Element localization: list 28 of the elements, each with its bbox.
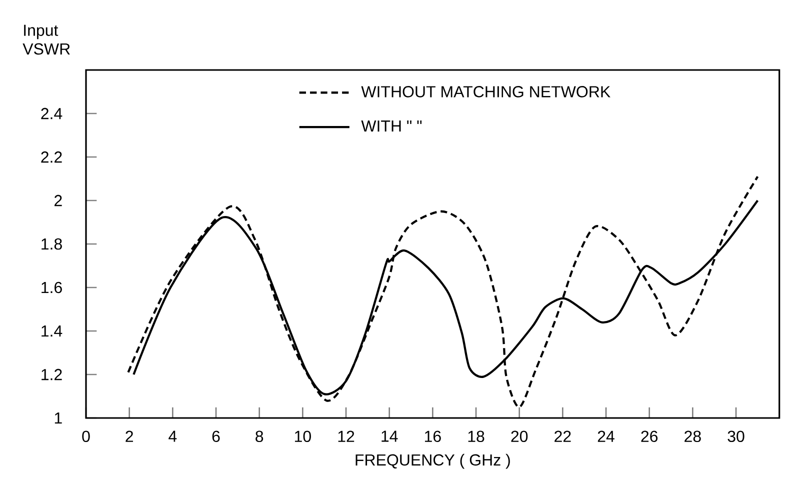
x-tick-label: 0	[82, 430, 90, 442]
x-tick-label: 28	[684, 430, 701, 442]
x-tick-label: 16	[424, 430, 441, 442]
x-tick-label: 12	[338, 430, 354, 442]
y-axis-title: Input VSWR	[22, 24, 70, 55]
y-tick-label: 1.8	[42, 238, 62, 250]
x-tick-label: 22	[554, 430, 571, 442]
y-tick-label: 1.6	[42, 282, 62, 294]
y-tick-label: 2.2	[41, 151, 62, 163]
x-tick-label: 26	[641, 430, 658, 442]
x-tick-label: 30	[728, 430, 744, 442]
x-tick-label: 4	[168, 430, 177, 442]
legend-label: WITHOUT MATCHING NETWORK	[361, 86, 610, 98]
x-tick-label: 18	[468, 430, 484, 442]
y-tick-label: 2.4	[41, 108, 62, 120]
x-tick-label: 20	[511, 430, 528, 442]
y-tick-label: 1.4	[42, 326, 62, 337]
y-tick-label: 2	[54, 194, 62, 206]
x-tick-label: 2	[126, 430, 133, 442]
x-tick-label: 10	[294, 430, 311, 442]
x-tick-label: 14	[382, 430, 398, 442]
x-tick-label: 24	[598, 430, 614, 442]
x-tick-label: 8	[256, 430, 264, 442]
legend-label: WITH " "	[361, 120, 422, 132]
x-axis-title: FREQUENCY ( GHz )	[356, 454, 510, 469]
x-tick-label: 6	[212, 430, 220, 442]
y-tick-label: 1	[54, 412, 62, 424]
y-tick-label: 1.2	[42, 368, 62, 380]
